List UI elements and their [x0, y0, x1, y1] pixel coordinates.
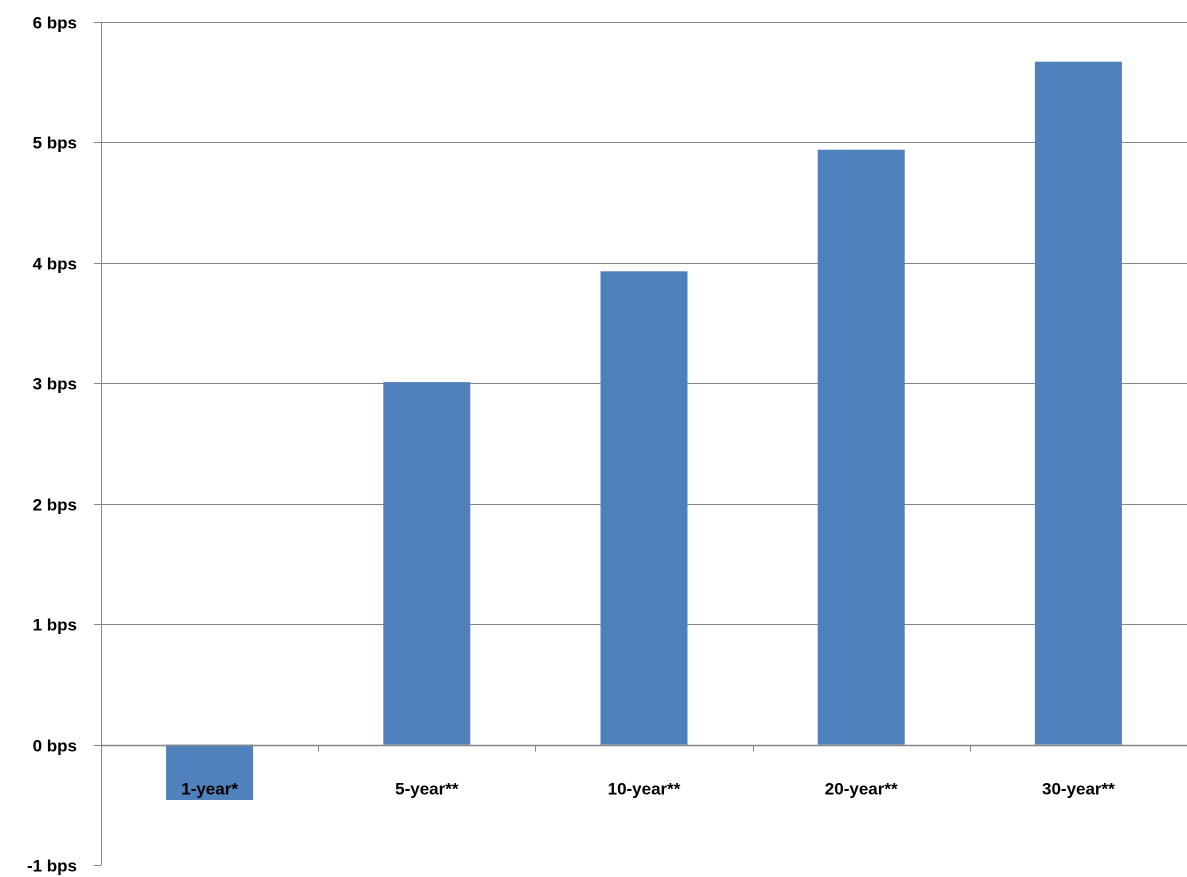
y-tick-label: 2 bps: [33, 496, 77, 515]
y-tick-label: 0 bps: [33, 737, 77, 756]
bar-5-year: [383, 382, 471, 745]
y-tick-label: 5 bps: [33, 134, 77, 153]
y-tick-label: 3 bps: [33, 375, 77, 394]
bar-20-year: [817, 149, 905, 745]
x-tick-label: 10-year**: [608, 780, 681, 799]
y-tick-label: -1 bps: [27, 857, 77, 876]
x-tick-label: 1-year*: [181, 780, 238, 799]
x-tick-label: 30-year**: [1042, 780, 1115, 799]
y-tick-label: 6 bps: [33, 14, 77, 33]
x-tick-label: 20-year**: [825, 780, 898, 799]
bar-1-year: [166, 744, 254, 800]
bars: [166, 61, 1122, 800]
x-tick-label: 5-year**: [395, 780, 459, 799]
y-tick-label: 1 bps: [33, 616, 77, 635]
y-tick-label: 4 bps: [33, 255, 77, 274]
x-tick-labels: 1-year* 5-year** 10-year** 20-year** 30-year…: [181, 780, 1115, 799]
bar-10-year: [600, 271, 688, 745]
bar-30-year: [1034, 61, 1122, 745]
y-tick-labels: -1 bps 0 bps 1 bps 2 bps 3 bps 4 bps 5 bps 6 bp…: [27, 14, 77, 876]
axes: [94, 22, 1187, 866]
